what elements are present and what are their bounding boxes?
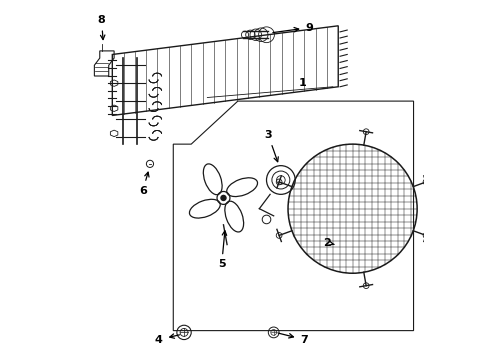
Text: 5: 5 xyxy=(218,231,227,269)
Text: 8: 8 xyxy=(98,15,105,40)
Text: 2: 2 xyxy=(323,238,334,248)
Text: 4: 4 xyxy=(155,334,179,345)
Text: 7: 7 xyxy=(278,333,308,345)
Circle shape xyxy=(221,195,226,201)
Text: 1: 1 xyxy=(298,78,306,88)
Text: 3: 3 xyxy=(265,130,278,162)
Text: 9: 9 xyxy=(273,23,314,33)
Text: 6: 6 xyxy=(139,172,149,196)
